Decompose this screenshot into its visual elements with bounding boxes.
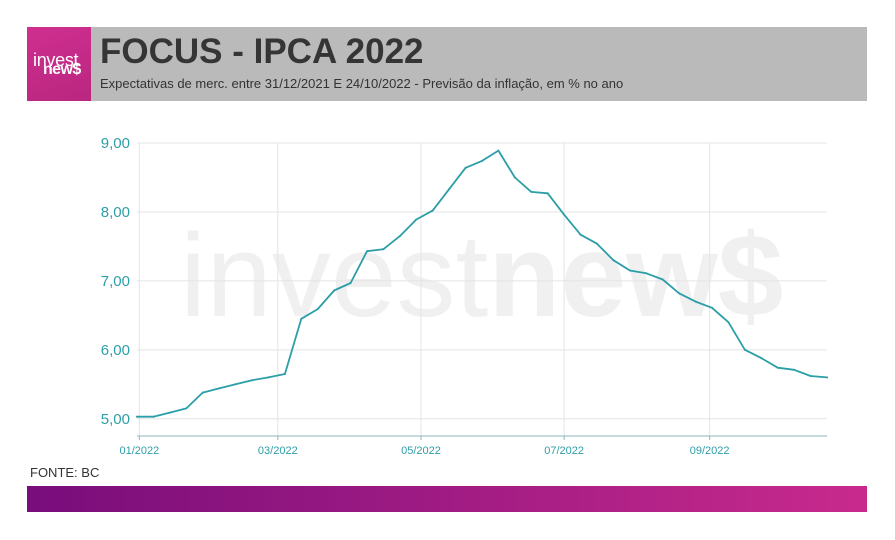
- footer-gradient-bar: [27, 486, 867, 512]
- chart-subtitle: Expectativas de merc. entre 31/12/2021 E…: [100, 76, 624, 91]
- data-point: [218, 387, 221, 390]
- data-point: [596, 242, 598, 245]
- data-point: [563, 213, 566, 216]
- data-point: [743, 348, 746, 351]
- data-point: [251, 379, 253, 382]
- brand-logo: invest new$: [27, 27, 91, 101]
- y-tick-label: 8,00: [101, 204, 130, 221]
- title-band: FOCUS - IPCA 2022 Expectativas de merc. …: [91, 27, 867, 101]
- data-point: [694, 300, 697, 303]
- data-point: [168, 411, 171, 414]
- data-point: [415, 218, 418, 221]
- data-point: [530, 190, 533, 193]
- data-point: [185, 407, 188, 410]
- x-tick-label: 05/2022: [401, 445, 441, 457]
- data-point: [234, 383, 237, 386]
- data-point: [776, 366, 779, 369]
- y-tick-label: 5,00: [101, 411, 130, 428]
- watermark-logo: investnew$: [180, 210, 783, 342]
- data-point: [793, 368, 796, 371]
- x-tick-label: 01/2022: [119, 445, 159, 457]
- data-point: [809, 375, 812, 377]
- data-point: [826, 376, 828, 379]
- x-tick-label: 09/2022: [690, 445, 730, 457]
- data-point: [612, 259, 615, 262]
- watermark-text-light: invest: [180, 210, 488, 342]
- x-tick-label: 03/2022: [258, 445, 298, 457]
- source-note: FONTE: BC: [30, 465, 100, 480]
- data-point: [300, 317, 303, 320]
- data-point: [333, 289, 336, 292]
- series: [136, 149, 828, 418]
- data-point: [497, 149, 500, 152]
- data-point: [152, 415, 155, 418]
- data-point: [727, 321, 730, 324]
- y-tick-label: 9,00: [101, 135, 130, 152]
- data-point: [283, 373, 286, 375]
- data-point: [382, 248, 385, 251]
- data-point: [267, 376, 270, 379]
- data-point: [645, 272, 648, 275]
- data-point: [366, 250, 368, 253]
- data-point: [628, 269, 631, 272]
- data-point: [546, 192, 549, 195]
- data-point: [711, 306, 713, 309]
- data-point: [136, 415, 138, 418]
- data-point: [431, 209, 434, 212]
- data-point: [316, 308, 319, 311]
- data-point: [481, 159, 483, 162]
- watermark-text-bold: new$: [488, 210, 783, 342]
- y-tick-label: 6,00: [101, 342, 130, 359]
- y-tick-label: 7,00: [101, 273, 130, 290]
- data-point: [349, 282, 352, 284]
- x-tick-label: 07/2022: [544, 445, 584, 457]
- data-point: [661, 278, 664, 281]
- logo-text-light: invest: [33, 50, 79, 70]
- data-point: [513, 176, 516, 179]
- data-point: [760, 357, 763, 360]
- data-point: [201, 391, 204, 394]
- axes: 5,00 6,00 7,00 8,00 9,00 01/2022 03/2022 05/202…: [101, 135, 827, 457]
- data-point: [464, 166, 467, 169]
- gridlines: [137, 142, 827, 436]
- data-point: [448, 188, 451, 191]
- chart-title: FOCUS - IPCA 2022: [100, 32, 424, 71]
- data-point: [579, 233, 582, 236]
- data-point: [398, 235, 401, 238]
- data-point: [678, 292, 681, 295]
- logo-text-bold: new$: [43, 61, 81, 78]
